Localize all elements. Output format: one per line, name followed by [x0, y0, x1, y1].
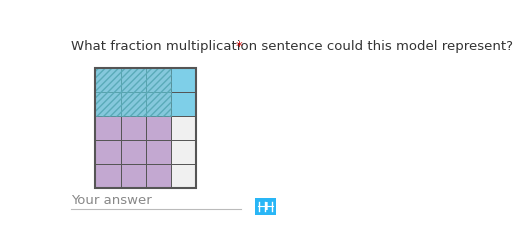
Bar — [121, 164, 146, 188]
Bar — [95, 92, 121, 116]
Bar — [171, 164, 196, 188]
Bar — [121, 92, 146, 116]
Bar — [95, 68, 196, 188]
Bar — [146, 68, 171, 92]
Text: Your answer: Your answer — [71, 193, 152, 206]
Bar — [146, 68, 171, 92]
Bar — [171, 92, 196, 116]
Bar — [95, 164, 121, 188]
Bar — [121, 116, 146, 140]
Bar — [95, 116, 121, 140]
Bar — [121, 68, 146, 92]
Bar — [95, 68, 121, 92]
Text: What fraction multiplication sentence could this model represent?: What fraction multiplication sentence co… — [71, 40, 517, 52]
Bar — [95, 140, 121, 164]
Text: I: I — [264, 202, 267, 211]
Bar — [255, 198, 276, 215]
Bar — [146, 116, 171, 140]
Bar — [171, 140, 196, 164]
Bar — [95, 92, 121, 116]
Bar — [171, 116, 196, 140]
Bar — [95, 68, 121, 92]
Bar — [146, 92, 171, 116]
Bar — [146, 140, 171, 164]
Bar — [121, 92, 146, 116]
Bar — [146, 164, 171, 188]
Bar — [146, 92, 171, 116]
Bar — [121, 68, 146, 92]
Text: *: * — [235, 40, 242, 52]
Bar — [121, 140, 146, 164]
Bar — [171, 68, 196, 92]
